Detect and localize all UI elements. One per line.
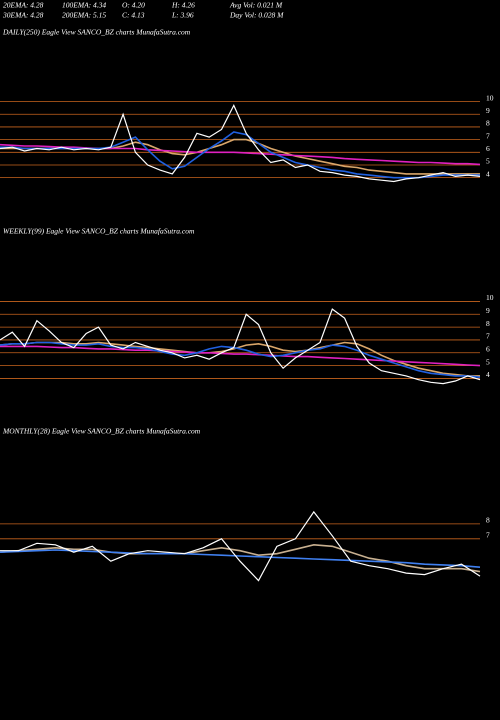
series-line: [0, 143, 481, 166]
header-stat: 20EMA: 4.28: [3, 1, 44, 10]
panel-title: MONTHLY(28) Eagle View SANCO_BZ charts M…: [2, 427, 201, 436]
series-line: [0, 345, 481, 367]
y-tick-label: 4: [486, 169, 490, 178]
panel-title: DAILY(250) Eagle View SANCO_BZ charts Mu…: [2, 28, 191, 37]
header-stat: L: 3.96: [171, 11, 194, 20]
header-stat: Avg Vol: 0.021 M: [229, 1, 283, 10]
header-stat: C: 4.13: [122, 11, 145, 20]
y-tick-label: 7: [486, 332, 490, 341]
y-tick-label: 8: [486, 516, 490, 525]
series-line: [0, 510, 481, 582]
y-tick-label: 10: [486, 93, 494, 102]
series-line: [0, 549, 481, 568]
panel-title: WEEKLY(99) Eagle View SANCO_BZ charts Mu…: [3, 227, 195, 236]
y-tick-label: 4: [486, 370, 490, 379]
series-line: [0, 104, 481, 183]
y-tick-label: 8: [486, 119, 490, 128]
y-tick-label: 7: [486, 531, 490, 540]
header-stat: Day Vol: 0.028 M: [229, 11, 284, 20]
header-stat: 100EMA: 4.34: [62, 1, 106, 10]
y-tick-label: 9: [486, 306, 490, 315]
series-line: [0, 543, 481, 573]
series-line: [0, 341, 480, 377]
header-stat: 30EMA: 4.28: [2, 11, 44, 20]
header-stat: O: 4.20: [122, 1, 145, 10]
header-stat: 200EMA: 5.15: [62, 11, 106, 20]
y-tick-label: 6: [486, 144, 490, 153]
series-line: [0, 131, 480, 179]
series-line: [0, 341, 481, 378]
y-tick-label: 8: [486, 319, 490, 328]
y-tick-label: 10: [486, 293, 494, 302]
y-tick-label: 5: [486, 357, 490, 366]
y-tick-label: 5: [486, 157, 490, 166]
y-tick-label: 6: [486, 344, 490, 353]
header-stat: H: 4.26: [171, 1, 195, 10]
y-tick-label: 7: [486, 131, 490, 140]
y-tick-label: 9: [486, 106, 490, 115]
series-line: [0, 308, 481, 385]
